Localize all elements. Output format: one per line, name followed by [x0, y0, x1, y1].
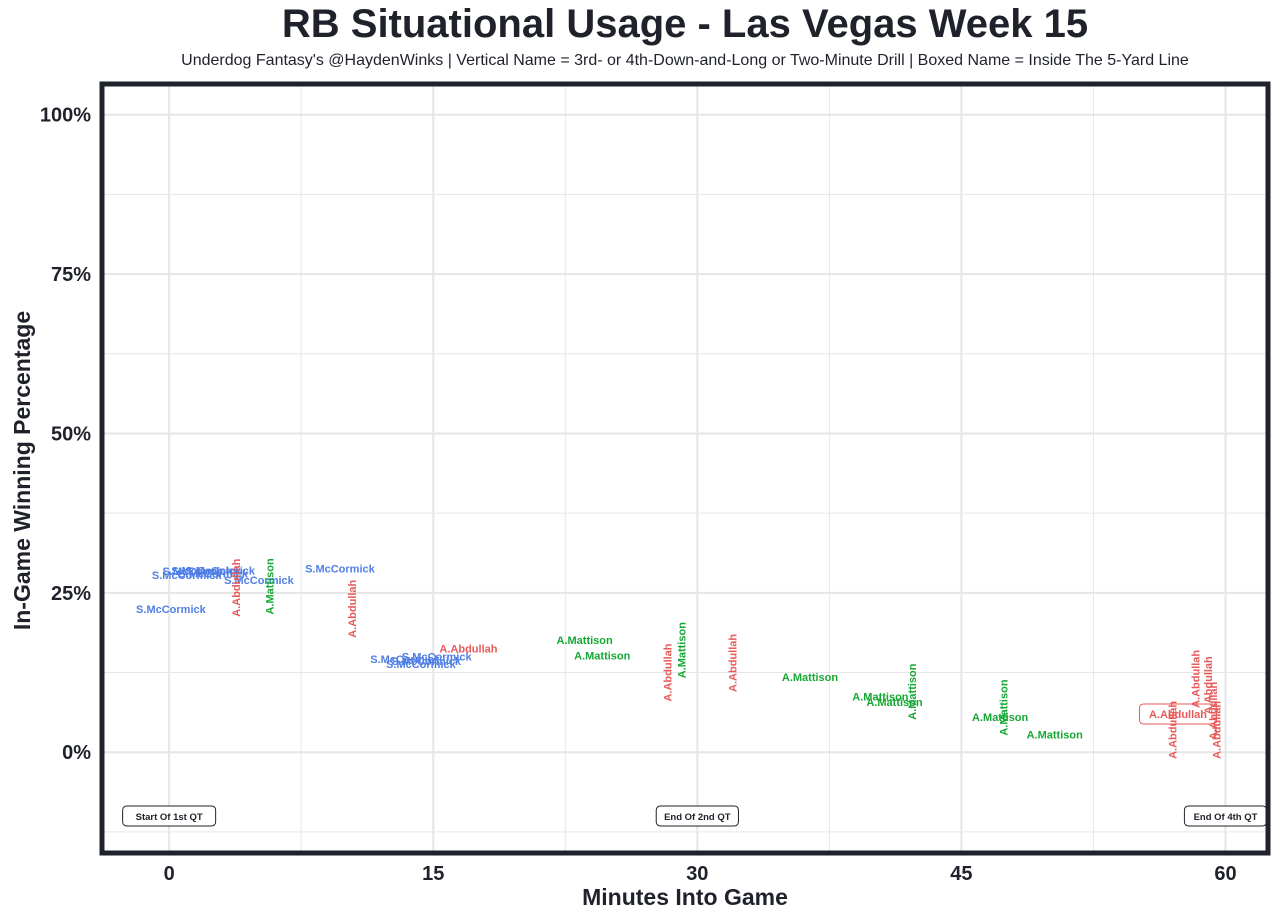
point-label: A.Mattison	[852, 692, 909, 704]
annotation-box	[655, 805, 739, 827]
point-label-vertical: A.Abdullah	[728, 634, 740, 692]
point-label: A.Mattison	[782, 672, 839, 684]
axes: 0 15 30 45 60 0% 25% 50% 75% 100% Minutes Into Gam…	[9, 105, 1237, 910]
point-label-vertical: A.Mattison	[999, 679, 1011, 736]
y-tick-label: 100%	[40, 105, 91, 127]
point-label-vertical: A.Abdullah	[1168, 701, 1180, 759]
point-label-vertical: A.Abdullah	[1191, 650, 1203, 708]
x-tick-label: 45	[950, 863, 972, 885]
quarter-annotations: Start Of 1st QT End Of 2nd QT End Of 4th Q…	[122, 805, 1268, 827]
y-tick-label: 50%	[51, 423, 91, 445]
x-tick-label: 30	[686, 863, 708, 885]
point-label: A.Abdullah	[439, 643, 497, 655]
grid-lines	[104, 86, 1266, 851]
point-label: A.Mattison	[972, 712, 1029, 724]
point-label: S.McCormick	[152, 570, 223, 582]
point-label-vertical: A.Abdullah	[662, 643, 674, 701]
point-label: S.McCormick	[171, 566, 242, 578]
point-label-boxed: A.Abdullah	[1149, 709, 1207, 721]
x-tick-label: 15	[422, 863, 444, 885]
point-label: S.McCormick	[370, 654, 441, 666]
y-tick-label: 75%	[51, 264, 91, 286]
y-tick-label: 25%	[51, 583, 91, 605]
point-label-vertical: A.Abdullah	[347, 579, 359, 637]
plot-frame	[99, 81, 1271, 856]
data-labels: S.McCormickS.McCormickS.McCormickS.McCor…	[136, 558, 1224, 759]
quarter-annotation: End Of 4th QT	[1194, 812, 1258, 823]
point-label: S.McCormick	[391, 656, 462, 668]
point-label: S.McCormick	[162, 566, 233, 578]
point-label-vertical: A.Abdullah	[1212, 701, 1224, 759]
annotation-box	[122, 805, 217, 827]
point-label-vertical: A.Abdullah	[1208, 681, 1220, 739]
point-label: S.McCormick	[402, 652, 473, 664]
point-label: S.McCormick	[305, 564, 376, 576]
point-label: S.McCormick	[185, 566, 256, 578]
point-label: A.Mattison	[574, 650, 631, 662]
x-tick-label: 60	[1214, 863, 1236, 885]
point-label: S.McCormick	[178, 569, 249, 581]
point-label: A.Mattison	[557, 635, 614, 647]
point-label: S.McCormick	[136, 604, 207, 616]
chart-subtitle: Underdog Fantasy's @HaydenWinks | Vertic…	[181, 52, 1189, 69]
point-label-vertical: A.Abdullah	[1203, 656, 1215, 714]
x-axis-label: Minutes Into Game	[582, 884, 788, 910]
y-axis-label: In-Game Winning Percentage	[9, 311, 35, 630]
point-label: S.McCormick	[224, 575, 295, 587]
point-label: S.McCormick	[386, 659, 457, 671]
point-label-vertical: A.Mattison	[264, 558, 276, 615]
x-tick-label: 0	[164, 863, 175, 885]
quarter-annotation: Start Of 1st QT	[136, 812, 203, 823]
quarter-annotation: End Of 2nd QT	[664, 812, 731, 823]
point-label-vertical: A.Mattison	[676, 622, 688, 679]
chart-title: RB Situational Usage - Las Vegas Week 15	[281, 2, 1089, 46]
point-label-vertical: A.Mattison	[907, 663, 919, 720]
y-tick-label: 0%	[62, 742, 91, 764]
point-label: A.Mattison	[1027, 729, 1084, 741]
point-label-vertical: A.Abdullah	[231, 558, 243, 616]
point-label-box	[1138, 703, 1217, 725]
point-label: A.Mattison	[866, 697, 923, 709]
